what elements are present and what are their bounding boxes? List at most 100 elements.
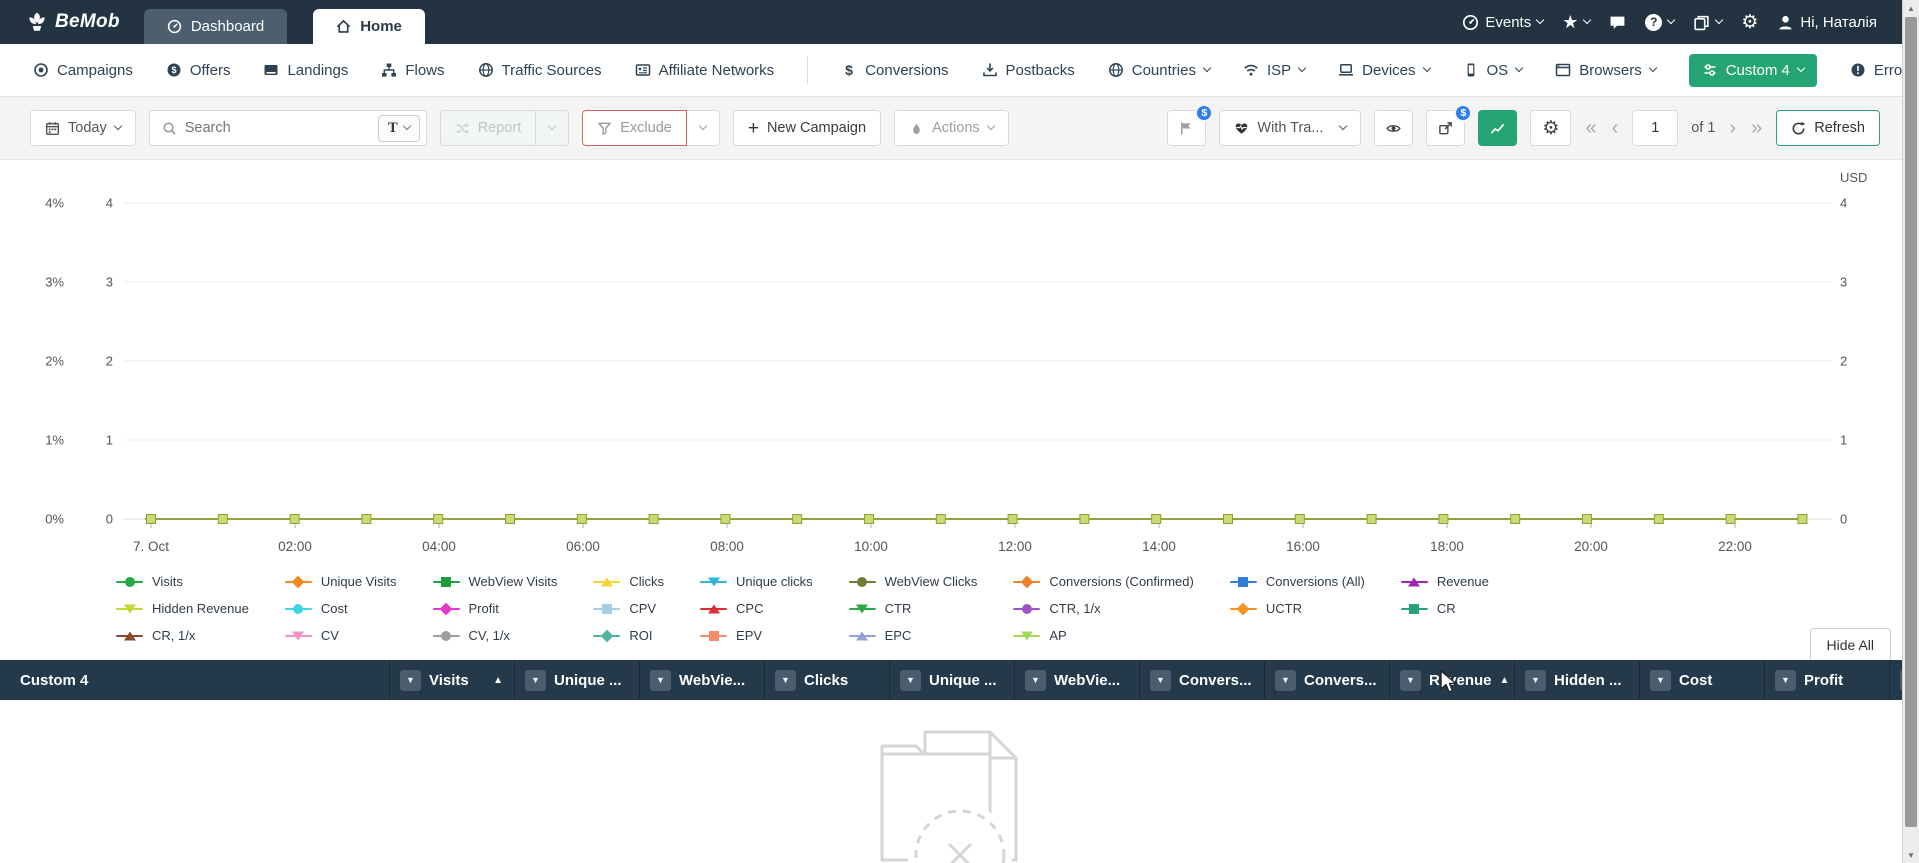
events-menu[interactable]: Events	[1462, 14, 1545, 31]
hide-all-button[interactable]: Hide All	[1809, 628, 1891, 662]
nav-item-campaigns[interactable]: Campaigns	[33, 62, 133, 79]
report-dropdown-button[interactable]	[536, 110, 570, 146]
date-range-button[interactable]: Today	[30, 110, 136, 146]
tab-dashboard[interactable]: Dashboard	[143, 9, 288, 44]
legend-item-cv-1-x[interactable]: CV, 1/x	[432, 626, 558, 645]
nav-item-flows[interactable]: Flows	[381, 62, 445, 79]
legend-item-cv[interactable]: CV	[284, 626, 397, 645]
nav-item-isp[interactable]: ISP	[1243, 62, 1307, 79]
column-header-hidden[interactable]: ▼ Hidden ...	[1514, 660, 1639, 700]
nav-item-landings[interactable]: Landings	[263, 62, 348, 79]
nav-item-offers[interactable]: $ Offers	[166, 62, 230, 79]
tab-home[interactable]: Home	[313, 9, 425, 44]
scrollbar-thumb[interactable]	[1905, 17, 1917, 827]
filter-icon[interactable]: ▼	[650, 669, 671, 691]
account-menu[interactable]: Hi, Наталія	[1777, 14, 1877, 31]
exclude-dropdown-button[interactable]	[686, 110, 720, 146]
visibility-button[interactable]	[1374, 110, 1414, 146]
prev-page-button[interactable]: ‹	[1611, 116, 1619, 139]
legend-item-unique-visits[interactable]: Unique Visits	[284, 572, 397, 591]
nav-item-traffic-sources[interactable]: Traffic Sources	[478, 62, 602, 79]
flag-filter-button[interactable]: $	[1167, 104, 1214, 146]
next-page-button[interactable]: ›	[1729, 116, 1737, 139]
filter-icon[interactable]: ▼	[1275, 669, 1296, 691]
nav-item-countries[interactable]: Countries	[1108, 62, 1212, 79]
chart-toggle-button[interactable]	[1478, 110, 1518, 146]
nav-item-custom-4[interactable]: Custom 4	[1688, 53, 1817, 87]
legend-item-epc[interactable]: EPC	[848, 626, 978, 645]
legend-item-webview-visits[interactable]: WebView Visits	[432, 572, 557, 591]
filter-icon[interactable]: ▼	[1150, 669, 1171, 691]
filter-icon[interactable]: ▼	[775, 669, 796, 691]
legend-item-cpv[interactable]: CPV	[593, 599, 664, 618]
search-input[interactable]	[184, 120, 371, 136]
legend-item-cr-1-x[interactable]: CR, 1/x	[116, 626, 249, 645]
column-header-cost[interactable]: ▼ Cost	[1639, 660, 1764, 700]
legend-item-unique-clicks[interactable]: Unique clicks	[700, 572, 813, 591]
legend-item-webview-clicks[interactable]: WebView Clicks	[848, 572, 977, 591]
legend-item-visits[interactable]: Visits	[116, 572, 249, 591]
column-header-profit[interactable]: ▼ Profit	[1764, 660, 1889, 700]
filter-icon[interactable]: ▼	[1650, 669, 1671, 691]
column-header-webvie[interactable]: ▼ WebVie...	[639, 660, 764, 700]
column-header-visits[interactable]: ▼ Visits ▲	[389, 660, 514, 700]
legend-item-uctr[interactable]: UCTR	[1229, 599, 1365, 618]
nav-item-affiliate-networks[interactable]: Affiliate Networks	[635, 62, 774, 79]
column-header-convers[interactable]: ▼ Convers...	[1264, 660, 1389, 700]
first-page-button[interactable]: «	[1585, 116, 1597, 139]
help-menu[interactable]: ?	[1645, 13, 1676, 31]
filter-icon[interactable]: ▼	[1400, 669, 1421, 691]
refresh-button[interactable]: Refresh	[1776, 110, 1880, 146]
column-header-revenue[interactable]: ▼ Revenue ▲	[1389, 660, 1514, 700]
settings-menu[interactable]: ⚙	[1741, 13, 1758, 32]
filter-icon[interactable]: ▼	[900, 669, 921, 691]
exclude-button[interactable]: Exclude	[582, 110, 687, 146]
column-header-custom-4[interactable]: Custom 4	[0, 660, 389, 700]
legend-item-cpc[interactable]: CPC	[700, 599, 813, 618]
filter-icon[interactable]: ▼	[1775, 669, 1796, 691]
legend-item-roi[interactable]: ROI	[593, 626, 664, 645]
legend-item-revenue[interactable]: Revenue	[1400, 572, 1489, 591]
nav-item-os[interactable]: OS	[1463, 62, 1524, 79]
column-header-clicks[interactable]: ▼ Clicks	[764, 660, 889, 700]
legend-item-ctr[interactable]: CTR	[848, 599, 978, 618]
nav-item-postbacks[interactable]: Postbacks	[982, 62, 1075, 79]
column-header-unique[interactable]: ▼ Unique ...	[514, 660, 639, 700]
docs-menu[interactable]	[1693, 14, 1724, 31]
column-header-webvie[interactable]: ▼ WebVie...	[1014, 660, 1139, 700]
share-button[interactable]: $	[1426, 104, 1473, 146]
legend-item-conversions-confirmed[interactable]: Conversions (Confirmed)	[1013, 572, 1194, 591]
nav-item-conversions[interactable]: $ Conversions	[841, 62, 948, 79]
columns-settings-button[interactable]: ⚙	[1530, 110, 1572, 146]
bemob-logo[interactable]: BeMob	[26, 0, 120, 44]
filter-icon[interactable]: ▼	[525, 669, 546, 691]
legend-item-epv[interactable]: EPV	[700, 626, 813, 645]
legend-item-ap[interactable]: AP	[1013, 626, 1194, 645]
feedback-button[interactable]	[1609, 14, 1626, 31]
nav-item-devices[interactable]: Devices	[1338, 62, 1431, 79]
report-button[interactable]: Report	[439, 110, 537, 146]
scroll-down-arrow[interactable]: ▼	[1907, 850, 1915, 860]
nav-item-browsers[interactable]: Browsers	[1555, 62, 1657, 79]
legend-item-ctr-1-x[interactable]: CTR, 1/x	[1013, 599, 1194, 618]
page-input[interactable]	[1632, 110, 1679, 146]
new-campaign-button[interactable]: + New Campaign	[732, 110, 882, 146]
search-type-button[interactable]: T	[378, 114, 420, 142]
vertical-scrollbar[interactable]: ▲ ▼	[1902, 0, 1919, 863]
legend-item-cost[interactable]: Cost	[284, 599, 397, 618]
filter-icon[interactable]: ▼	[1025, 669, 1046, 691]
legend-item-profit[interactable]: Profit	[432, 599, 558, 618]
column-header-convers[interactable]: ▼ Convers...	[1139, 660, 1264, 700]
legend-item-clicks[interactable]: Clicks	[593, 572, 664, 591]
filter-icon[interactable]: ▼	[400, 669, 421, 691]
legend-item-hidden-revenue[interactable]: Hidden Revenue	[116, 599, 249, 618]
favorites-menu[interactable]: ★	[1562, 13, 1592, 31]
actions-button[interactable]: Actions	[894, 110, 1009, 146]
filter-icon[interactable]: ▼	[1525, 669, 1546, 691]
legend-item-cr[interactable]: CR	[1400, 599, 1489, 618]
legend-item-conversions-all[interactable]: Conversions (All)	[1229, 572, 1365, 591]
column-header-unique[interactable]: ▼ Unique ...	[889, 660, 1014, 700]
scroll-up-arrow[interactable]: ▲	[1907, 3, 1915, 13]
with-traffic-dropdown[interactable]: With Tra...	[1219, 110, 1362, 146]
last-page-button[interactable]: »	[1751, 116, 1763, 139]
